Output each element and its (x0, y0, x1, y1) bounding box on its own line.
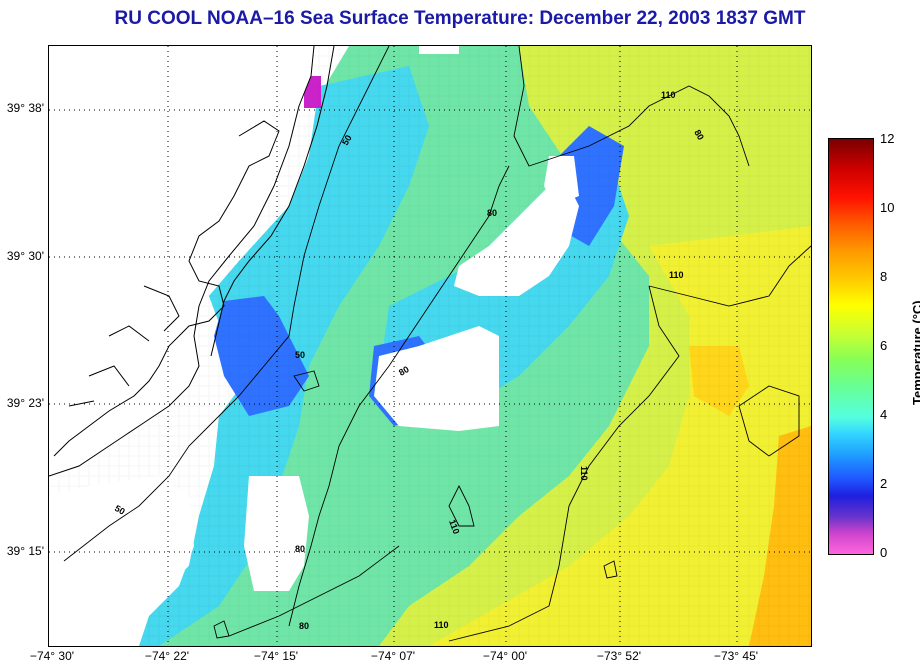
lat-label-39-15: 39° 15' (6, 544, 44, 558)
colorbar-tick-12: 12 (880, 131, 895, 146)
contour-label-group: 50 50 50 80 80 80 80 110 110 110 110 110… (113, 90, 706, 631)
colorbar-tick-4: 4 (880, 407, 888, 422)
lon-label-74-22: −74° 22' (144, 649, 190, 663)
cloud-mask-southwest (49, 476, 194, 646)
contour-label: 80 (397, 364, 411, 378)
contour-80-south (228, 545, 400, 637)
sst-map-canvas: 50 50 50 80 80 80 80 110 110 110 110 110… (49, 46, 811, 646)
colorbar-tick-0: 0 (880, 545, 888, 560)
lat-label-39-30: 39° 30' (6, 249, 44, 263)
temperature-colorbar (828, 138, 874, 555)
contour-closed-east (738, 385, 800, 457)
colorbar-tick-10: 10 (880, 200, 895, 215)
contour-label: 50 (340, 133, 354, 147)
land-new-jersey (49, 46, 314, 476)
lon-label-73-52: −73° 52' (596, 649, 642, 663)
colorbar-tick-6: 6 (880, 338, 888, 353)
lon-label-74-30: −74° 30' (29, 649, 75, 663)
contour-label: 80 (692, 128, 706, 142)
contour-label: 50 (295, 350, 305, 360)
lat-label-39-23: 39° 23' (6, 396, 44, 410)
colorbar-label: Temperature (°C) (910, 300, 920, 405)
inlet-lines (68, 285, 180, 407)
colorbar-tick-8: 8 (880, 269, 888, 284)
contour-110-south (648, 245, 811, 307)
lat-label-39-38: 39° 38' (6, 101, 44, 115)
contour-110-loop (448, 484, 475, 527)
cloud-mask-north (454, 186, 579, 296)
contour-label: 110 (669, 270, 684, 280)
contour-50 (63, 46, 390, 562)
contour-label: 80 (295, 544, 305, 554)
cloud-mask-top (419, 46, 459, 54)
contour-label: 110 (579, 466, 589, 481)
coastline (49, 46, 315, 477)
contour-label: 110 (661, 90, 676, 100)
bay-outline (53, 120, 280, 457)
contour-110-mid (448, 285, 680, 642)
lat-lon-grid (49, 46, 811, 646)
contour-label: 110 (434, 620, 449, 630)
contour-label: 110 (447, 518, 461, 535)
cloud-mask-center (374, 326, 499, 431)
contour-small-2 (603, 560, 618, 579)
sst-map[interactable]: 50 50 50 80 80 80 80 110 110 110 110 110… (48, 45, 812, 647)
cloud-mask-south (244, 476, 309, 591)
barrier-island-coast (210, 46, 335, 357)
cloud-mask-north-small (544, 156, 579, 206)
lon-label-73-45: −73° 45' (713, 649, 759, 663)
contour-80 (288, 165, 510, 627)
map-title: RU COOL NOAA–16 Sea Surface Temperature:… (114, 8, 806, 29)
contour-small-1 (293, 370, 320, 392)
colorbar-tick-2: 2 (880, 476, 888, 491)
lon-label-74-15: −74° 15' (253, 649, 299, 663)
contour-label: 80 (487, 208, 497, 218)
lon-label-74-00: −74° 00' (482, 649, 528, 663)
contour-110-main (513, 46, 750, 167)
contour-small-3 (213, 620, 230, 639)
contour-lines (63, 46, 811, 642)
contour-label: 80 (299, 621, 309, 631)
lon-label-74-07: −74° 07' (370, 649, 416, 663)
contour-label: 50 (113, 503, 127, 517)
